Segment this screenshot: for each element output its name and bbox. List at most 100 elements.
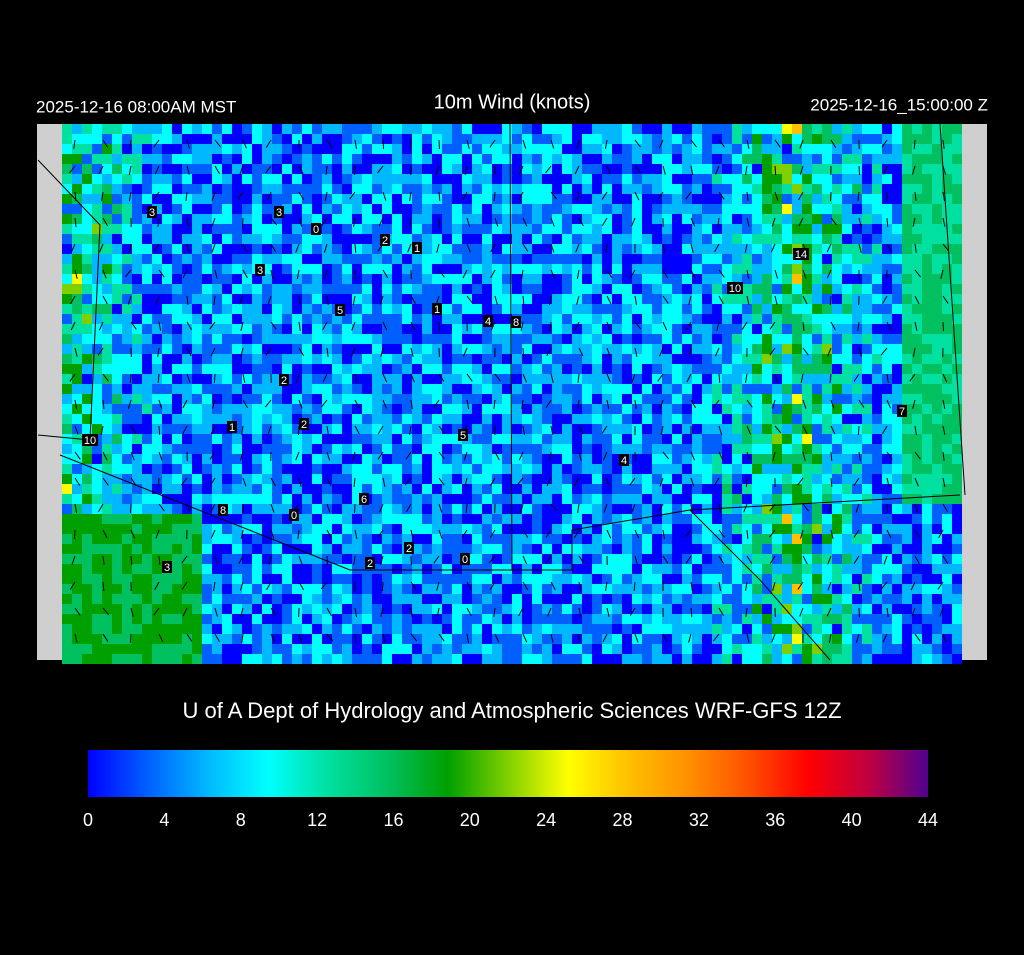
field-cell	[882, 234, 892, 244]
field-cell	[652, 574, 662, 584]
field-cell	[822, 584, 832, 594]
field-cell	[382, 154, 392, 164]
field-cell	[412, 464, 422, 474]
field-cell	[922, 274, 932, 284]
field-cell	[422, 144, 432, 154]
field-cell	[342, 464, 352, 474]
field-cell	[192, 254, 202, 264]
field-cell	[382, 274, 392, 284]
field-cell	[472, 594, 482, 604]
field-cell	[672, 274, 682, 284]
field-cell	[302, 364, 312, 374]
field-cell	[312, 564, 322, 574]
field-cell	[192, 434, 202, 444]
field-cell	[62, 464, 72, 474]
field-cell	[492, 164, 502, 174]
field-cell	[172, 234, 182, 244]
field-cell	[912, 594, 922, 604]
field-cell	[512, 244, 522, 254]
field-cell	[562, 254, 572, 264]
field-cell	[112, 184, 122, 194]
field-cell	[942, 574, 952, 584]
field-cell	[672, 354, 682, 364]
field-cell	[732, 204, 742, 214]
field-cell	[352, 184, 362, 194]
field-cell	[82, 584, 92, 594]
field-cell	[482, 214, 492, 224]
field-cell	[352, 234, 362, 244]
field-cell	[842, 394, 852, 404]
field-cell	[172, 654, 182, 664]
field-cell	[702, 364, 712, 374]
field-cell	[522, 284, 532, 294]
field-cell	[72, 134, 82, 144]
field-cell	[792, 424, 802, 434]
field-cell	[242, 654, 252, 664]
field-cell	[672, 454, 682, 464]
field-cell	[322, 364, 332, 374]
field-cell	[392, 234, 402, 244]
field-cell	[922, 484, 932, 494]
field-cell	[792, 624, 802, 634]
field-cell	[172, 194, 182, 204]
field-cell	[272, 274, 282, 284]
field-cell	[612, 504, 622, 514]
field-cell	[292, 124, 302, 134]
field-cell	[452, 344, 462, 354]
field-cell	[272, 624, 282, 634]
field-cell	[262, 654, 272, 664]
field-cell	[672, 624, 682, 634]
field-cell	[302, 314, 312, 324]
field-cell	[152, 234, 162, 244]
field-cell	[622, 504, 632, 514]
field-cell	[882, 284, 892, 294]
field-cell	[62, 534, 72, 544]
field-cell	[562, 294, 572, 304]
field-cell	[372, 304, 382, 314]
field-cell	[272, 224, 282, 234]
field-cell	[432, 414, 442, 424]
field-cell	[132, 584, 142, 594]
field-cell	[722, 494, 732, 504]
field-cell	[822, 414, 832, 424]
field-cell	[512, 184, 522, 194]
field-cell	[72, 544, 82, 554]
field-cell	[762, 174, 772, 184]
field-cell	[172, 444, 182, 454]
field-cell	[362, 194, 372, 204]
field-cell	[92, 494, 102, 504]
field-cell	[782, 264, 792, 274]
field-cell	[532, 124, 542, 134]
field-cell	[292, 534, 302, 544]
field-cell	[952, 594, 962, 604]
field-cell	[172, 614, 182, 624]
field-cell	[232, 484, 242, 494]
field-cell	[242, 394, 252, 404]
field-cell	[472, 554, 482, 564]
field-cell	[312, 604, 322, 614]
field-cell	[532, 204, 542, 214]
field-cell	[342, 264, 352, 274]
field-cell	[302, 234, 312, 244]
field-cell	[782, 474, 792, 484]
field-cell	[482, 364, 492, 374]
field-cell	[392, 484, 402, 494]
field-cell	[292, 464, 302, 474]
field-cell	[952, 404, 962, 414]
field-cell	[522, 504, 532, 514]
field-cell	[82, 284, 92, 294]
field-cell	[702, 274, 712, 284]
field-cell	[942, 384, 952, 394]
field-cell	[802, 514, 812, 524]
field-cell	[82, 244, 92, 254]
field-cell	[332, 194, 342, 204]
field-cell	[692, 164, 702, 174]
field-cell	[112, 524, 122, 534]
field-cell	[492, 484, 502, 494]
field-cell	[92, 234, 102, 244]
field-cell	[642, 464, 652, 474]
field-cell	[242, 294, 252, 304]
field-cell	[172, 504, 182, 514]
field-cell	[532, 654, 542, 664]
field-cell	[892, 214, 902, 224]
